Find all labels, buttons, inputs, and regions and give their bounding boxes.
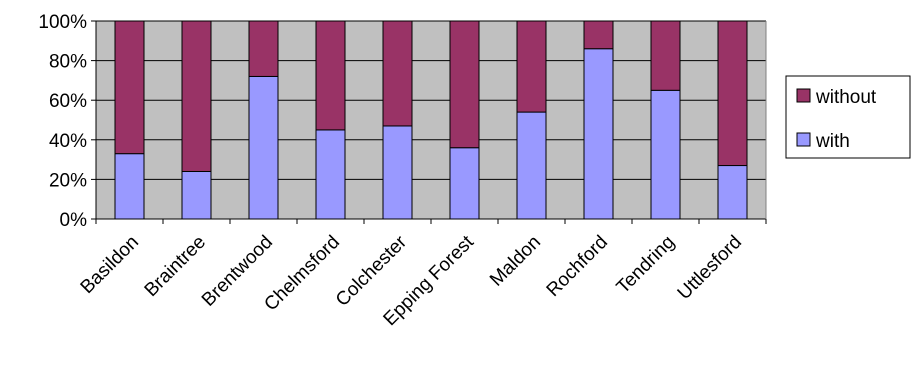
bars bbox=[114, 20, 748, 220]
legend: without with bbox=[785, 75, 911, 159]
bar-without-maldon bbox=[516, 20, 547, 113]
x-tick-label: Basildon bbox=[77, 232, 143, 298]
x-tick-label: Maldon bbox=[486, 232, 545, 291]
y-tick-label: 80% bbox=[49, 52, 87, 73]
x-tick-label: Uttlesford bbox=[674, 232, 746, 304]
y-tick-label: 100% bbox=[38, 12, 87, 33]
y-tick-label: 20% bbox=[49, 170, 87, 191]
bar-with-chelmsford bbox=[315, 129, 346, 220]
legend-label-with: with bbox=[815, 131, 850, 152]
bar-without-braintree bbox=[181, 20, 212, 172]
x-tick-label: Braintree bbox=[141, 232, 210, 301]
bar-with-maldon bbox=[516, 111, 547, 220]
bar-without-epping-forest bbox=[449, 20, 480, 149]
bar-with-braintree bbox=[181, 170, 212, 220]
y-tick-label: 40% bbox=[49, 131, 87, 152]
bar-with-basildon bbox=[114, 153, 145, 220]
bar-with-tendring bbox=[650, 89, 681, 220]
bar-with-colchester bbox=[382, 125, 413, 220]
legend-label-without: without bbox=[815, 87, 877, 108]
bar-without-tendring bbox=[650, 20, 681, 91]
bar-without-uttlesford bbox=[717, 20, 748, 167]
y-tick-label: 60% bbox=[49, 91, 87, 112]
legend-swatch-without bbox=[796, 88, 811, 103]
y-tick-label: 0% bbox=[60, 210, 88, 231]
bar-without-basildon bbox=[114, 20, 145, 155]
bar-without-chelmsford bbox=[315, 20, 346, 131]
bar-without-colchester bbox=[382, 20, 413, 127]
bar-with-brentwood bbox=[248, 75, 279, 220]
y-axis-ticks: 0% 20% 40% 60% 80% 100% bbox=[38, 12, 96, 231]
bar-without-brentwood bbox=[248, 20, 279, 77]
bar-with-uttlesford bbox=[717, 165, 748, 220]
bar-with-rochford bbox=[583, 48, 614, 220]
x-tick-label: Tendring bbox=[613, 232, 679, 298]
legend-swatch-with bbox=[796, 132, 811, 147]
x-tick-label: Rochford bbox=[543, 232, 612, 301]
x-axis-ticks: BasildonBraintreeBrentwoodChelmsfordColc… bbox=[77, 219, 767, 330]
bar-without-rochford bbox=[583, 20, 614, 50]
bar-with-epping-forest bbox=[449, 147, 480, 220]
